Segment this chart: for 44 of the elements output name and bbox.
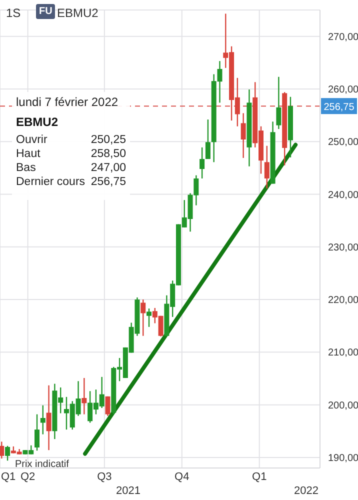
y-tick-label: 260,00 [328, 84, 358, 96]
annotation: lundi 7 février 2022 [16, 95, 118, 109]
annotation: Dernier cours [16, 176, 86, 188]
y-tick-label: 210,00 [328, 348, 358, 359]
candlestick [40, 404, 46, 435]
ref-line-label: 256,75 [324, 102, 355, 114]
y-tick-label: 240,00 [328, 190, 358, 201]
x-tick-label: Q3 [97, 470, 112, 483]
x-tick-label: Q2 [20, 470, 36, 483]
candlestick [46, 384, 52, 451]
candlestick [276, 76, 282, 130]
candlestick [34, 414, 40, 452]
annotation: FU [36, 4, 56, 19]
y-tick-label: 230,00 [328, 242, 358, 254]
annotation: 1S [6, 6, 21, 20]
candlestick [5, 445, 10, 462]
candlestick [264, 145, 270, 190]
annotation: 256,75 [90, 176, 126, 188]
candlestick [82, 377, 87, 415]
candlestick [205, 118, 210, 160]
x-tick-label: Q4 [174, 470, 190, 483]
y-tick-label: 270,00 [328, 32, 358, 43]
annotation: 258,50 [90, 148, 126, 160]
annotation: EBMU2 [16, 115, 58, 129]
candlestick [240, 112, 246, 159]
annotation: EBMU2 [57, 6, 98, 20]
y-tick-label: 220,00 [328, 295, 358, 306]
text: 2022 [294, 485, 318, 497]
x-tick-label: Q1 [252, 470, 267, 483]
annotation: 250,25 [90, 134, 126, 146]
y-tick-label: 250,00 [328, 137, 358, 148]
text: 2021 [116, 485, 140, 497]
candlestick [0, 441, 4, 460]
candlestick [105, 396, 110, 416]
y-tick-label: 190,00 [328, 453, 358, 464]
y-tick-label: 200,00 [328, 400, 358, 412]
candlestick [146, 308, 152, 328]
annotation: Prix indicatif [15, 459, 69, 470]
annotation: 247,00 [90, 162, 126, 174]
annotation: Haut [16, 148, 40, 160]
candlestick [200, 146, 205, 180]
candlestick [140, 298, 146, 336]
annotation: Bas [16, 162, 36, 174]
annotation: Ouvrir [16, 134, 48, 146]
